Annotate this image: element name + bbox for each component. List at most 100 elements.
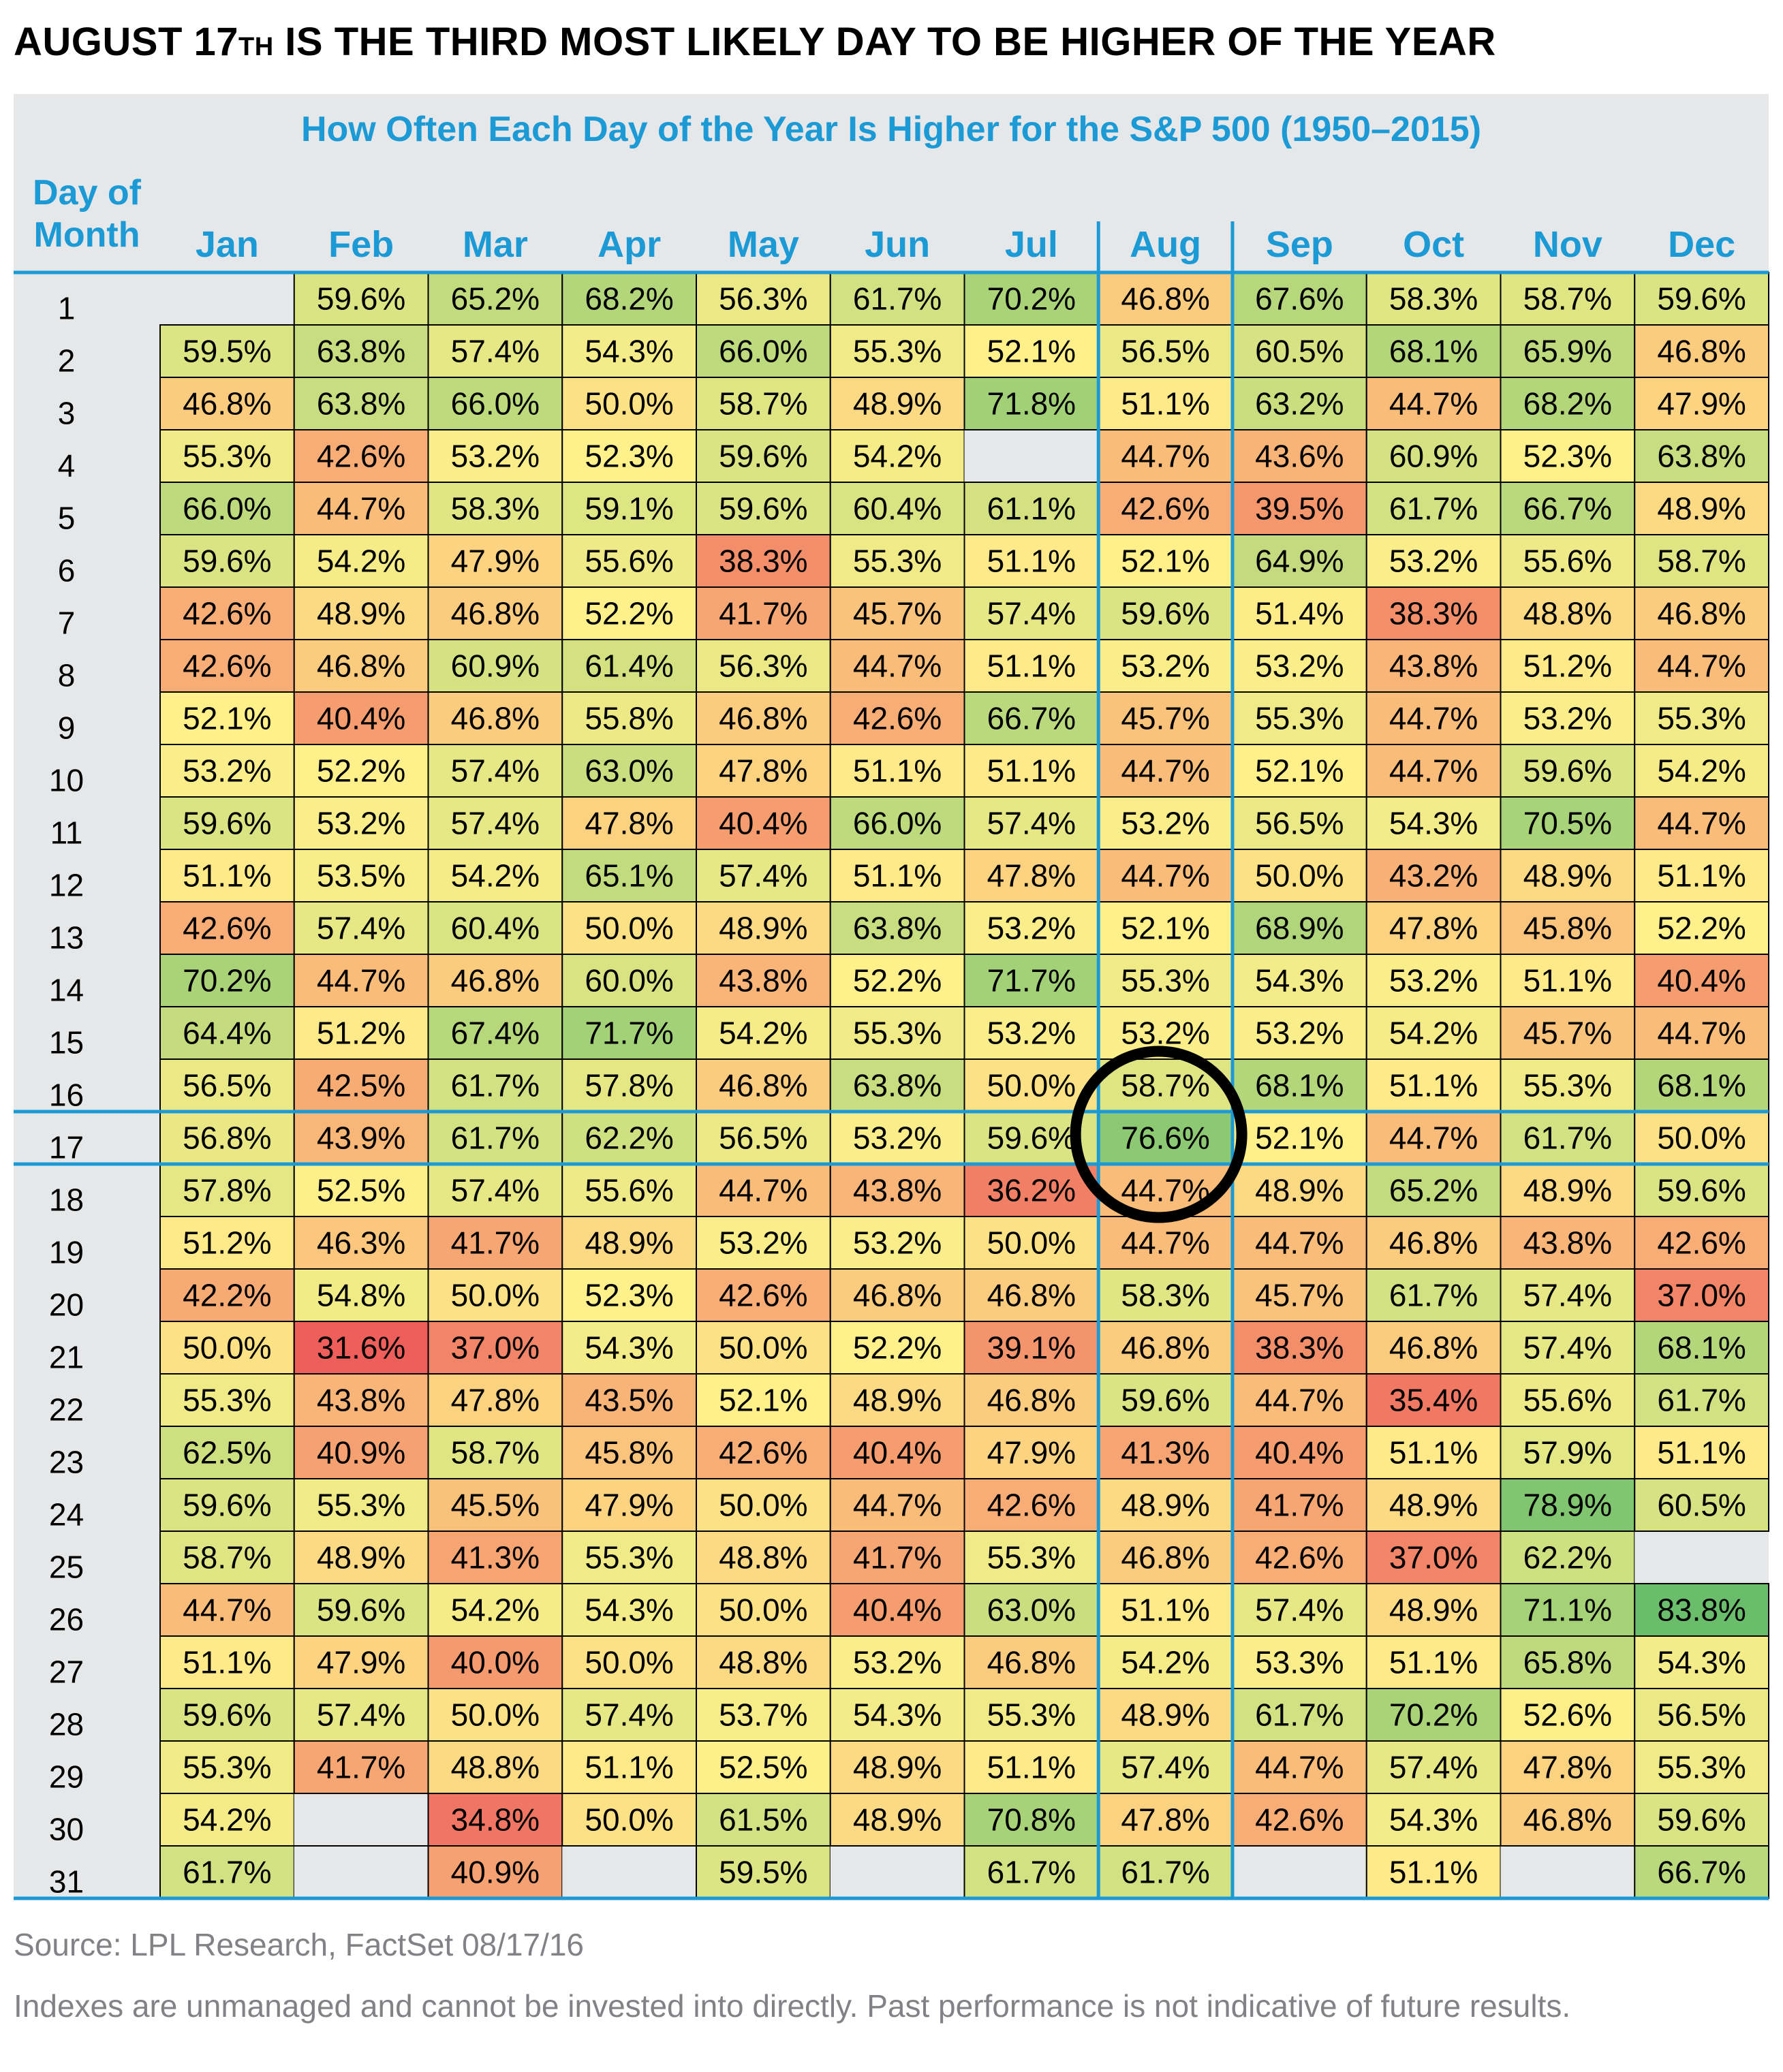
cell-value: 52.2% <box>317 753 405 789</box>
cell-value: 40.9% <box>317 1435 405 1471</box>
heatmap-cell <box>1500 954 1636 1007</box>
heatmap-cell <box>427 901 563 955</box>
heatmap-cell <box>1500 1583 1636 1637</box>
cell-value: 43.9% <box>317 1120 405 1156</box>
cell-value: 59.5% <box>719 1855 807 1890</box>
heatmap-cell <box>1500 1321 1636 1375</box>
heatmap-cell <box>427 429 563 483</box>
cell-value: 63.2% <box>1255 386 1344 422</box>
cell-value: 61.7% <box>183 1855 271 1890</box>
cell-value: 71.1% <box>1523 1592 1612 1628</box>
cell-value: 51.1% <box>1657 858 1746 894</box>
heatmap-cell <box>1634 1845 1769 1899</box>
heatmap-cell <box>963 1321 1100 1375</box>
heatmap-cell <box>1634 1163 1769 1217</box>
cell-value: 48.8% <box>719 1645 807 1680</box>
cell-value: 44.7% <box>1121 1173 1209 1208</box>
cell-value: 38.3% <box>1255 1330 1344 1366</box>
heatmap-cell <box>829 1216 965 1270</box>
heatmap-cell <box>1634 1321 1769 1375</box>
heatmap-cell <box>1634 1426 1769 1479</box>
cell-value: 48.9% <box>853 1750 942 1785</box>
cell-value: 47.8% <box>451 1383 540 1418</box>
day-label-17: 17 <box>49 1130 84 1165</box>
heatmap-cell <box>1634 639 1769 693</box>
cell-value: 52.1% <box>1255 753 1344 789</box>
cell-value: 59.6% <box>987 1120 1076 1156</box>
cell-value: 44.7% <box>1389 753 1478 789</box>
heatmap-cell <box>963 1268 1100 1322</box>
heatmap-cell <box>963 796 1100 850</box>
cell-value: 61.4% <box>585 648 673 684</box>
cell-value: 53.2% <box>853 1225 942 1261</box>
cell-value: 48.9% <box>719 911 807 946</box>
heatmap-cell <box>1365 1111 1502 1165</box>
day-label-10: 10 <box>49 763 84 798</box>
cell-value: 41.7% <box>451 1225 540 1261</box>
month-label-oct: Oct <box>1403 224 1465 265</box>
day-label-13: 13 <box>49 920 84 956</box>
cell-value: 61.7% <box>1121 1855 1209 1890</box>
heatmap-cell <box>1232 849 1367 902</box>
cell-value: 50.0% <box>183 1330 271 1366</box>
heatmap-cell <box>293 954 429 1007</box>
cell-value: 45.7% <box>1523 1016 1612 1051</box>
heatmap-cell <box>963 1373 1100 1427</box>
day-label-15: 15 <box>49 1025 84 1061</box>
cell-value: 50.0% <box>585 386 673 422</box>
cell-value: 62.2% <box>585 1120 673 1156</box>
cell-value: 46.8% <box>1523 1802 1612 1838</box>
cell-value: 53.2% <box>719 1225 807 1261</box>
cell-value: 47.8% <box>1121 1802 1209 1838</box>
heatmap-cell <box>1500 691 1636 745</box>
heatmap-cell <box>963 1740 1100 1794</box>
cell-value: 31.6% <box>317 1330 405 1366</box>
cell-value: 57.4% <box>1389 1750 1478 1785</box>
day-row-bg <box>14 1636 160 1689</box>
heatmap-cell <box>829 272 965 326</box>
cell-value: 60.9% <box>1389 439 1478 474</box>
heatmap-cell <box>963 901 1100 955</box>
cell-value: 53.2% <box>1255 1016 1344 1051</box>
cell-value: 68.1% <box>1657 1068 1746 1103</box>
heatmap-cell <box>1634 1216 1769 1270</box>
cell-value: 57.4% <box>451 806 540 841</box>
cell-value: 42.6% <box>183 648 271 684</box>
cell-value: 51.1% <box>987 1750 1076 1785</box>
heatmap-cell <box>293 1268 429 1322</box>
heatmap-cell <box>1098 1111 1233 1165</box>
heatmap-cell <box>1232 744 1367 798</box>
cell-value: 71.7% <box>585 1016 673 1051</box>
heatmap-cell <box>696 691 831 745</box>
cell-value: 55.3% <box>183 1383 271 1418</box>
cell-value: 51.1% <box>853 858 942 894</box>
cell-value: 46.8% <box>987 1278 1076 1313</box>
cell-value: 59.6% <box>317 1592 405 1628</box>
heatmap-cell <box>1098 1583 1233 1637</box>
heatmap-cell <box>963 1216 1100 1270</box>
cell-value: 53.2% <box>183 753 271 789</box>
cell-value: 45.8% <box>1523 911 1612 946</box>
month-label-sep: Sep <box>1265 224 1333 265</box>
cell-value: 50.0% <box>585 1802 673 1838</box>
day-label-23: 23 <box>49 1445 84 1480</box>
heatmap-cell <box>1098 1688 1233 1742</box>
cell-value: 63.0% <box>585 753 673 789</box>
heatmap-cell <box>561 1163 697 1217</box>
heatmap-cell <box>696 1740 831 1794</box>
cell-value: 41.7% <box>317 1750 405 1785</box>
cell-value: 58.3% <box>451 491 540 527</box>
cell-value: 44.7% <box>183 1592 271 1628</box>
heatmap-cell <box>159 901 295 955</box>
day-label-27: 27 <box>49 1654 84 1690</box>
cell-value: 42.6% <box>1657 1225 1746 1261</box>
month-label-may: May <box>727 224 799 265</box>
heatmap-cell <box>1232 1321 1367 1375</box>
day-label-1: 1 <box>58 291 76 326</box>
cell-value: 47.9% <box>987 1435 1076 1471</box>
day-row-bg <box>14 535 160 587</box>
day-label-26: 26 <box>49 1602 84 1637</box>
heatmap-cell <box>293 1216 429 1270</box>
cell-value: 55.6% <box>1523 1383 1612 1418</box>
cell-value: 61.7% <box>987 1855 1076 1890</box>
